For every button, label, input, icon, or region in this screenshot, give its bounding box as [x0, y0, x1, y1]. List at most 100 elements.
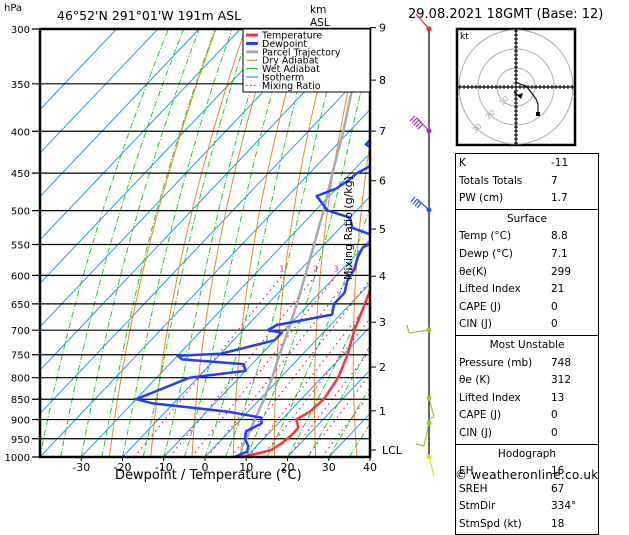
dry-adiabat-line [353, 29, 391, 457]
dry-adiabat-line [110, 29, 217, 457]
km-tick-label: 4 [379, 270, 386, 283]
wet-adiabat-line [81, 29, 199, 457]
pressure-tick-label: 850 [11, 395, 30, 406]
surface-label: θe(K) [459, 264, 551, 282]
surface-row: Temp (°C)8.8 [459, 228, 595, 246]
surface-label: CIN (J) [459, 316, 551, 334]
most-unstable-label: Pressure (mb) [459, 355, 551, 373]
mixing-ratio-line [231, 275, 374, 457]
isotherm-line [0, 29, 364, 457]
mixing-ratio-line [170, 275, 316, 457]
isotherm-line [81, 29, 488, 457]
surface-row: CAPE (J)0 [459, 299, 595, 317]
surface-value: 0 [551, 299, 595, 317]
lcl-label: LCL [382, 444, 403, 457]
most-unstable-row: Pressure (mb)748 [459, 355, 595, 373]
most-unstable-value: 0 [551, 425, 595, 443]
index-row: PW (cm)1.7 [459, 190, 595, 208]
index-value: 1.7 [551, 190, 595, 208]
hodograph-end-marker [536, 112, 540, 116]
pressure-tick-label: 350 [11, 80, 30, 91]
x-axis-label: Dewpoint / Temperature (°C) [115, 468, 302, 483]
most-unstable-value: 13 [551, 390, 595, 408]
hodograph-stat-label: SREH [459, 481, 551, 499]
surface-title: Surface [459, 211, 595, 229]
surface-label: Temp (°C) [459, 228, 551, 246]
index-value: -11 [551, 155, 595, 173]
index-label: PW (cm) [459, 190, 551, 208]
dry-adiabat-line [594, 29, 629, 457]
hodograph-stats-title: Hodograph [459, 446, 595, 464]
surface-row: Dewp (°C)7.1 [459, 246, 595, 264]
most-unstable-value: 748 [551, 355, 595, 373]
wet-adiabat-line [184, 29, 290, 457]
surface-value: 21 [551, 281, 595, 299]
mixing-ratio-label: 2 [313, 264, 318, 273]
pressure-tick-label: 550 [11, 240, 30, 251]
mixing-ratio-label: 8 [387, 264, 392, 273]
pressure-tick-label: 800 [11, 374, 30, 385]
most-unstable-row: θe (K)312 [459, 372, 595, 390]
mixing-ratio-label: 20 [442, 264, 452, 273]
pressure-tick-label: 650 [11, 300, 30, 311]
dry-adiabat-line [151, 29, 245, 457]
most-unstable-label: θe (K) [459, 372, 551, 390]
hodograph-stat-value: 67 [551, 481, 595, 499]
pressure-tick-label: 500 [11, 207, 30, 218]
pressure-tick-label: 450 [11, 169, 30, 180]
hodograph-unit-label: kt [460, 32, 469, 42]
pressure-tick-label: 900 [11, 416, 30, 427]
km-tick-label: 3 [379, 316, 386, 329]
dry-adiabat-line [391, 29, 421, 457]
km-tick-label: 2 [379, 361, 386, 374]
isotherm-line [0, 29, 282, 457]
pressure-tick-label: 1000 [5, 453, 30, 464]
km-tick-label: 6 [379, 175, 386, 188]
surface-value: 7.1 [551, 246, 595, 264]
surface-label: Lifted Index [459, 281, 551, 299]
surface-value: 8.8 [551, 228, 595, 246]
mixing-ratio-axis-label: Mixing Ratio (g/kg) [342, 160, 355, 280]
mixing-ratio-label: 15 [425, 264, 435, 273]
km-tick-label: 7 [379, 125, 386, 138]
hodograph-stat-row: StmSpd (kt)18 [459, 516, 595, 534]
wet-adiabat-line [123, 29, 233, 457]
surface-value: 299 [551, 264, 595, 282]
most-unstable-label: Lifted Index [459, 390, 551, 408]
plot-frame [40, 29, 370, 457]
hodograph-stat-value: 18 [551, 516, 595, 534]
pressure-tick-label: 750 [11, 351, 30, 362]
most-unstable-label: CIN (J) [459, 425, 551, 443]
index-label: Totals Totals [459, 173, 551, 191]
km-tick-label: 1 [379, 405, 386, 418]
dry-adiabat-line [625, 29, 629, 457]
mixing-ratio-label: 6 [371, 264, 376, 273]
hodograph-stat-label: StmSpd (kt) [459, 516, 551, 534]
index-row: K-11 [459, 155, 595, 173]
legend-label: Mixing Ratio [262, 81, 321, 92]
dry-adiabat-line [427, 29, 450, 457]
wind-barb [416, 14, 432, 32]
index-label: K [459, 155, 551, 173]
most-unstable-value: 312 [551, 372, 595, 390]
surface-row: CIN (J)0 [459, 316, 595, 334]
wind-barb [407, 325, 432, 333]
surface-label: Dewp (°C) [459, 246, 551, 264]
most-unstable-title: Most Unstable [459, 337, 595, 355]
pressure-tick-label: 700 [11, 326, 30, 337]
surface-row: θe(K)299 [459, 264, 595, 282]
copyright-text: © weatheronline.co.uk [455, 468, 599, 482]
km-tick-label: 5 [379, 223, 386, 236]
mixing-ratio-line [307, 275, 445, 457]
wind-barb [427, 396, 435, 420]
mixing-ratio-label: 10 [400, 264, 410, 273]
mixing-ratio-label: 3 [333, 264, 338, 273]
